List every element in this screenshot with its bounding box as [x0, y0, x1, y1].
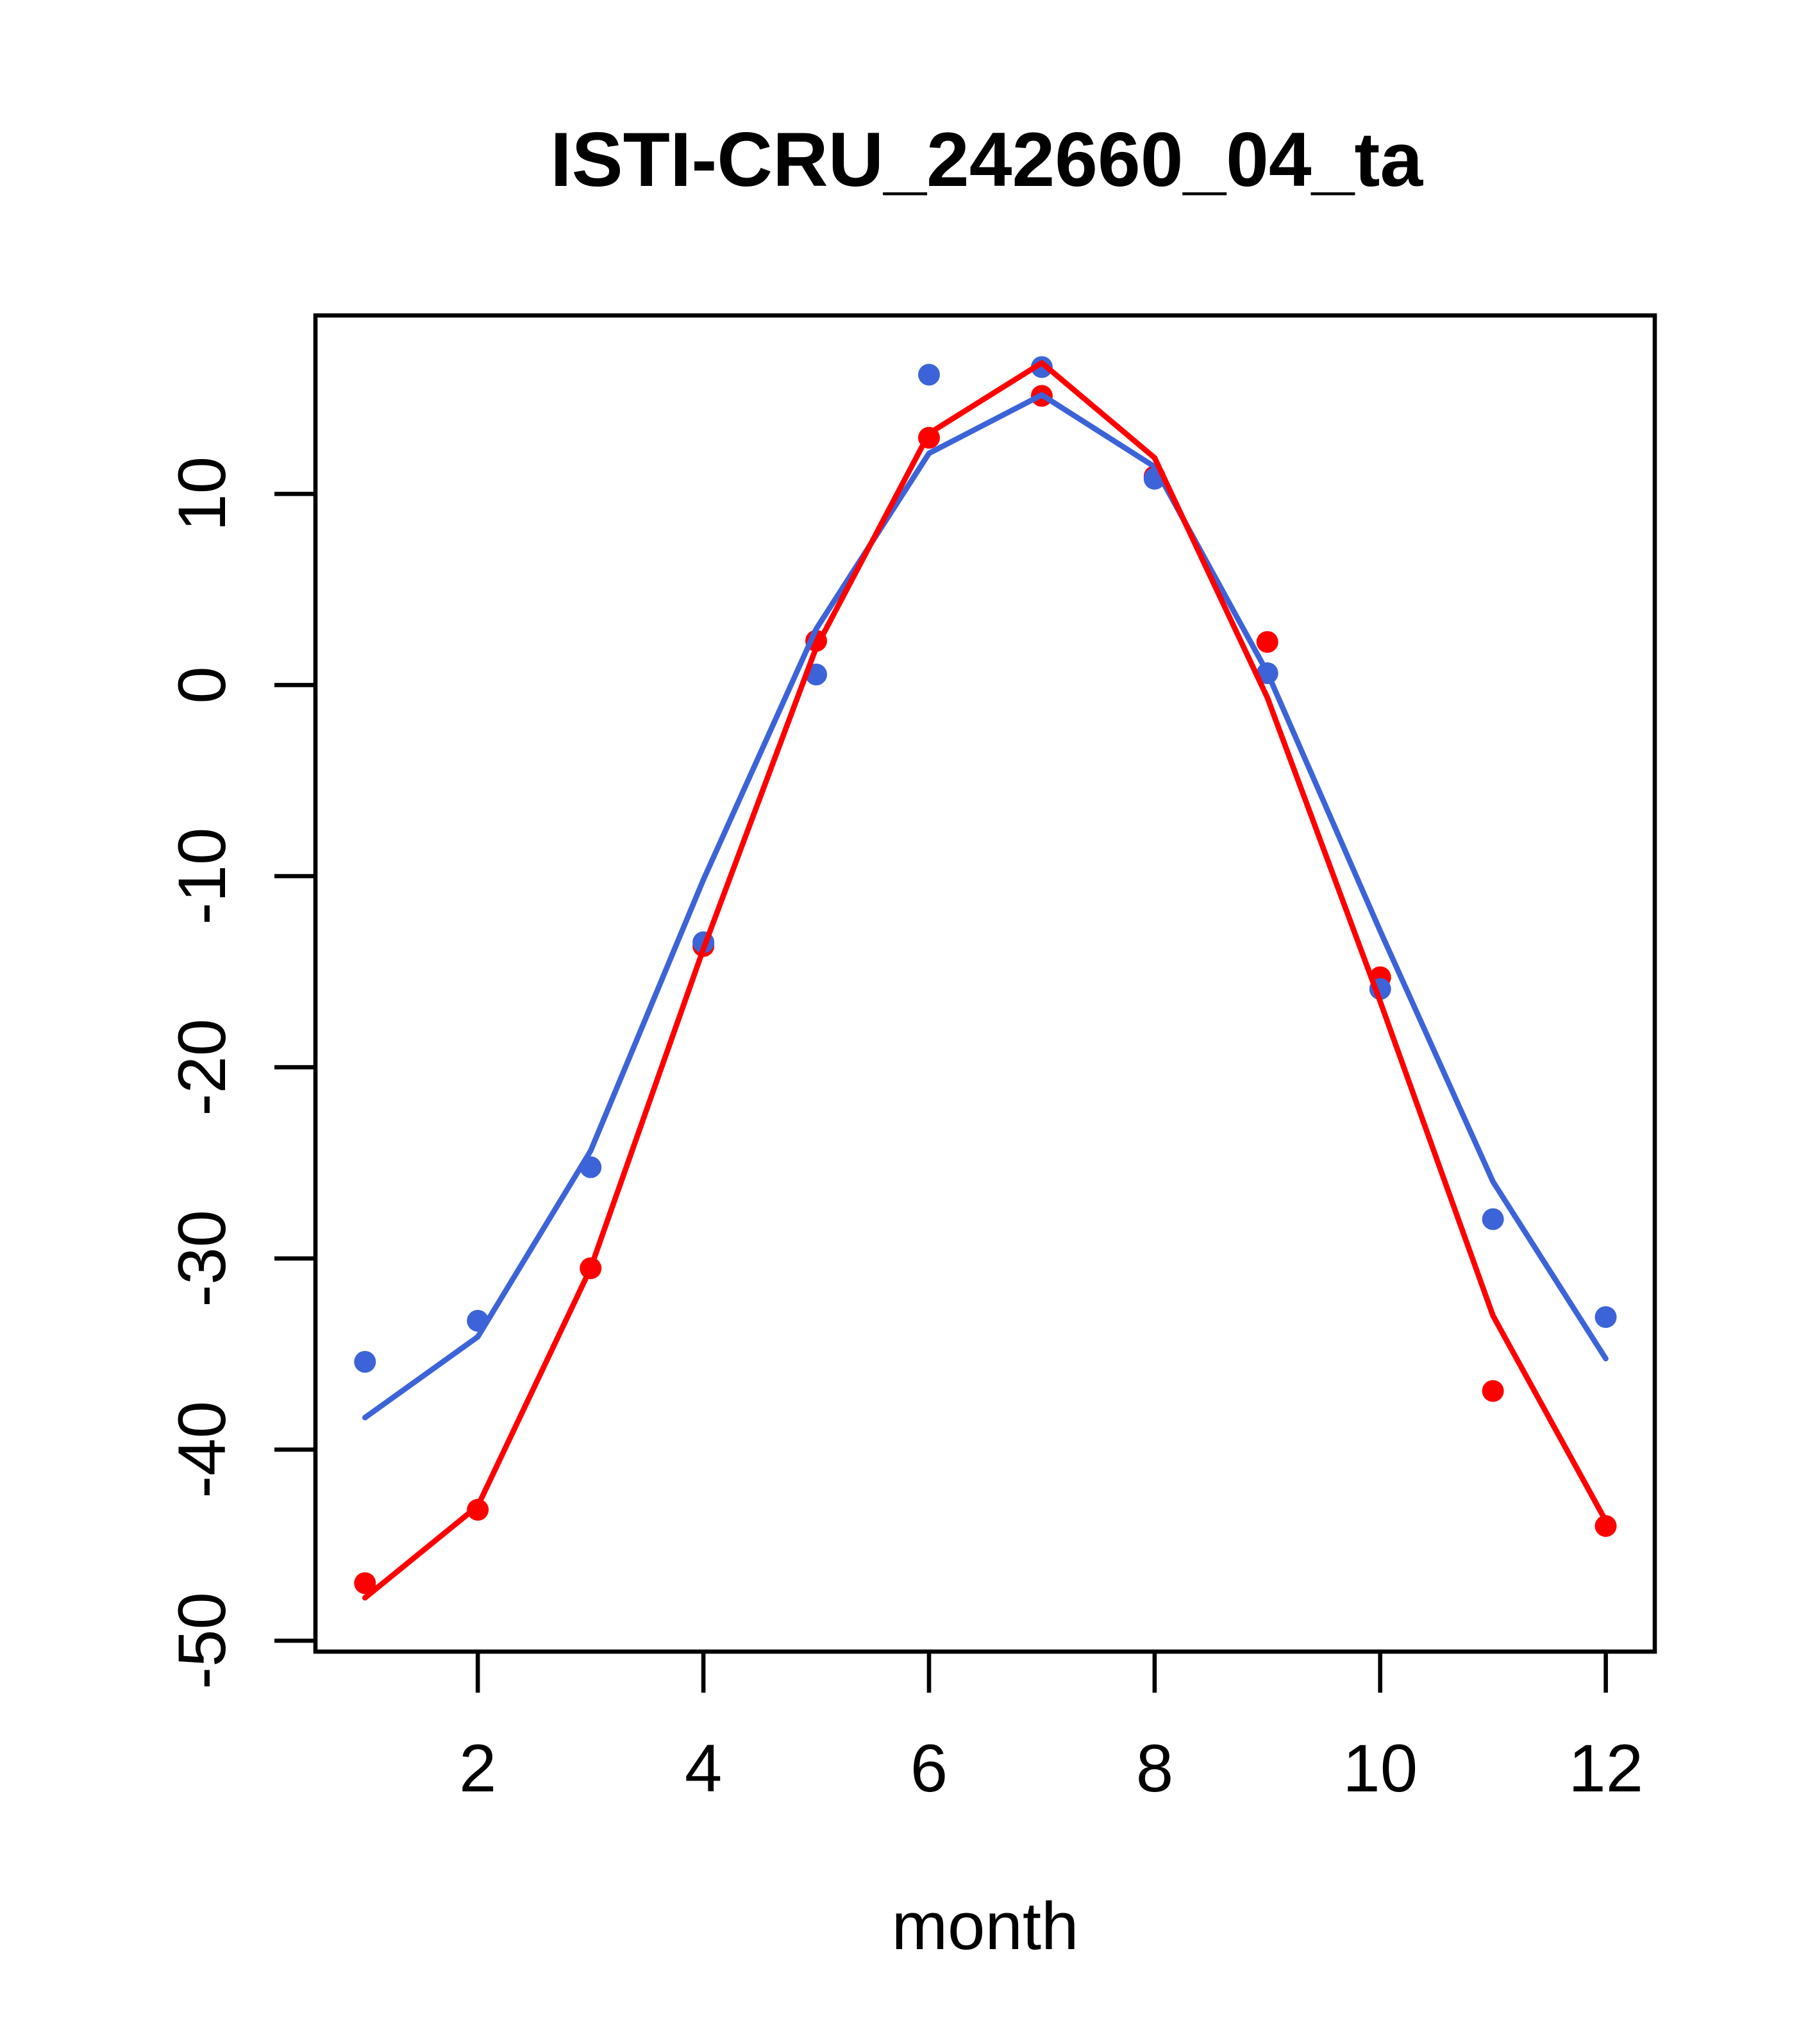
svg-text:-20: -20 [165, 1019, 240, 1116]
svg-text:-50: -50 [165, 1592, 240, 1689]
svg-text:10: 10 [1343, 1731, 1418, 1806]
svg-text:-10: -10 [165, 828, 240, 925]
svg-text:0: 0 [165, 666, 240, 703]
svg-text:-40: -40 [165, 1401, 240, 1498]
svg-text:-30: -30 [165, 1210, 240, 1307]
svg-text:month: month [892, 1889, 1079, 1964]
svg-text:8: 8 [1136, 1731, 1173, 1806]
svg-text:6: 6 [910, 1731, 948, 1806]
svg-text:4: 4 [685, 1731, 722, 1806]
svg-text:2: 2 [459, 1731, 496, 1806]
svg-text:10: 10 [165, 457, 240, 532]
svg-text:12: 12 [1568, 1731, 1643, 1806]
svg-text:ISTI-CRU_242660_04_ta: ISTI-CRU_242660_04_ta [550, 117, 1423, 203]
